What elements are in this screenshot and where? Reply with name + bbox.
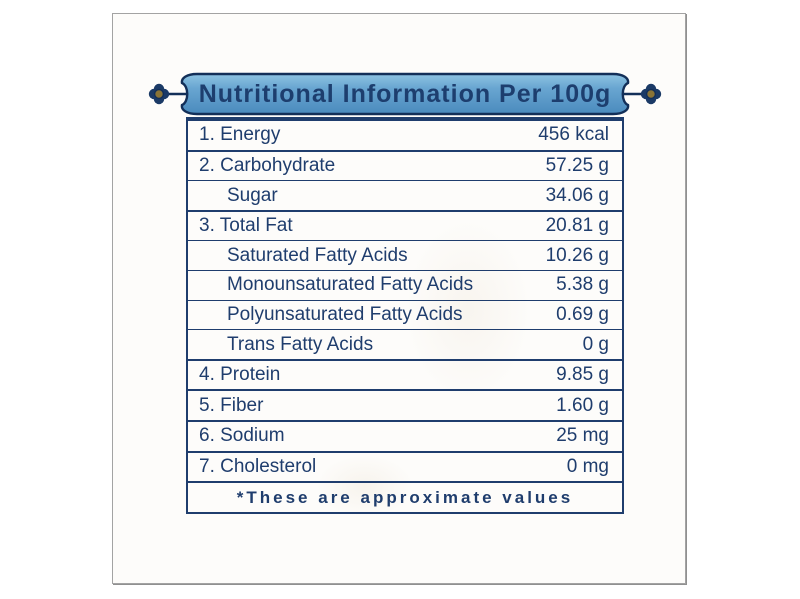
nutrient-label: Sugar bbox=[227, 184, 278, 206]
table-row: 3. Total Fat 20.81 g bbox=[188, 209, 622, 241]
nutrient-value: 34.06 g bbox=[545, 184, 609, 206]
left-quatrefoil-ornament-icon bbox=[148, 83, 170, 105]
nutrient-value: 25 mg bbox=[556, 425, 609, 447]
nutrient-value: 0.69 g bbox=[556, 303, 609, 325]
banner-title: Nutritional Information Per 100g bbox=[198, 80, 612, 108]
table-row: 2. Carbohydrate 57.25 g bbox=[188, 149, 622, 181]
table-row: Saturated Fatty Acids 10.26 g bbox=[188, 240, 622, 270]
nutrient-label: 2. Carbohydrate bbox=[199, 154, 336, 176]
nutrient-label: Monounsaturated Fatty Acids bbox=[227, 274, 474, 296]
nutrient-label: 4. Protein bbox=[199, 364, 281, 386]
nutrient-value: 456 kcal bbox=[538, 124, 609, 146]
nutrient-value: 0 mg bbox=[566, 456, 609, 477]
table-row: Sugar 34.06 g bbox=[188, 180, 622, 210]
nutrient-label: Saturated Fatty Acids bbox=[227, 244, 408, 266]
nutrient-value: 10.26 g bbox=[545, 244, 609, 266]
table-row: 7. Cholesterol 0 mg bbox=[188, 450, 622, 482]
table-row: 1. Energy 456 kcal bbox=[188, 119, 622, 150]
nutrient-value: 1.60 g bbox=[556, 394, 609, 416]
table-row: 6. Sodium 25 mg bbox=[188, 420, 622, 451]
nutrition-table: 1. Energy 456 kcal 2. Carbohydrate 57.25 g S… bbox=[186, 117, 624, 514]
nutrient-label: 6. Sodium bbox=[199, 425, 285, 447]
footnote: *These are approximate values bbox=[188, 481, 622, 512]
nutrient-label: 5. Fiber bbox=[199, 394, 264, 416]
nutrient-value: 57.25 g bbox=[545, 154, 609, 176]
nutrient-label: Polyunsaturated Fatty Acids bbox=[227, 303, 463, 325]
right-quatrefoil-ornament-icon bbox=[640, 83, 662, 105]
nutrient-label: 3. Total Fat bbox=[199, 215, 293, 237]
table-row: Trans Fatty Acids 0 g bbox=[188, 329, 622, 359]
banner-ribbon bbox=[148, 72, 662, 116]
table-row: Polyunsaturated Fatty Acids 0.69 g bbox=[188, 299, 622, 330]
nutrient-label: 1. Energy bbox=[199, 124, 281, 146]
label-frame: Nutritional Information Per 100g 1. Ener… bbox=[112, 13, 686, 584]
nutrient-value: 0 g bbox=[582, 333, 609, 355]
nutrient-value: 5.38 g bbox=[556, 274, 609, 296]
table-row: 4. Protein 9.85 g bbox=[188, 358, 622, 390]
ribbon-shape bbox=[180, 72, 630, 116]
nutrient-value: 9.85 g bbox=[556, 364, 609, 386]
nutrient-value: 20.81 g bbox=[545, 215, 609, 237]
table-row: 5. Fiber 1.60 g bbox=[188, 389, 622, 420]
nutrient-label: Trans Fatty Acids bbox=[227, 333, 374, 355]
nutrient-label: 7. Cholesterol bbox=[199, 456, 317, 477]
table-row: Monounsaturated Fatty Acids 5.38 g bbox=[188, 270, 622, 300]
